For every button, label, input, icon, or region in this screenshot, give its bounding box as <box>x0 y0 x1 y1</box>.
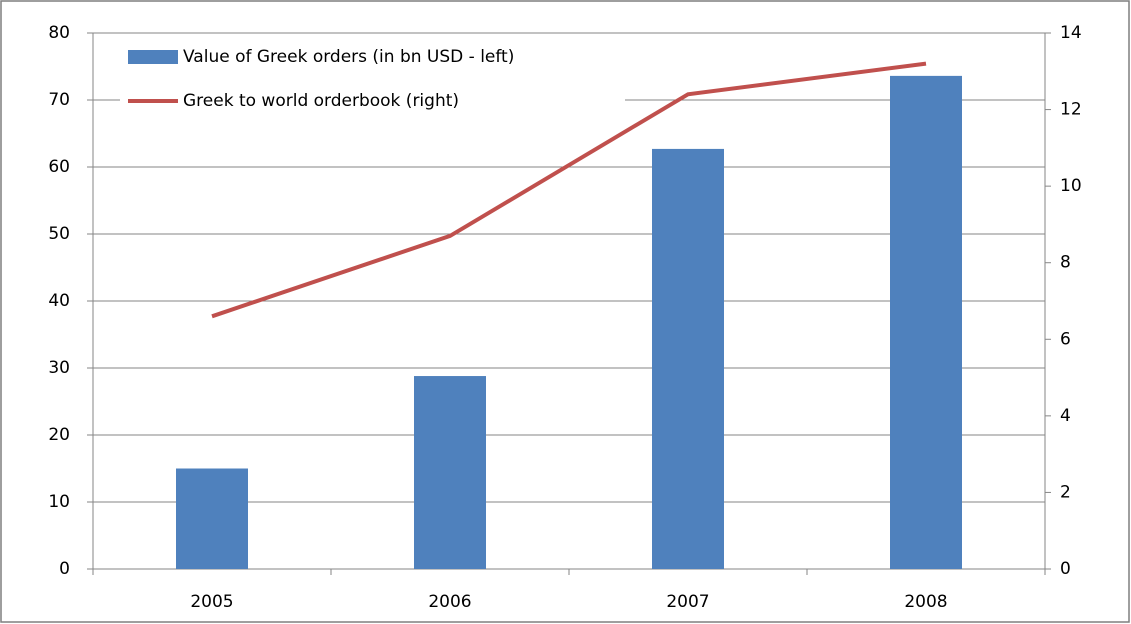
y2-tick-label: 12 <box>1060 100 1082 120</box>
y-tick-label: 80 <box>48 23 70 43</box>
x-tick-label: 2007 <box>666 592 709 612</box>
y2-tick-label: 4 <box>1060 406 1071 426</box>
y-tick-label: 30 <box>48 358 70 378</box>
y2-tick-label: 0 <box>1060 559 1071 579</box>
x-tick-label: 2005 <box>190 592 233 612</box>
bar <box>176 468 248 569</box>
bar <box>652 148 724 569</box>
x-tick-label: 2006 <box>428 592 471 612</box>
y-tick-label: 0 <box>59 559 70 579</box>
y2-tick-label: 14 <box>1060 23 1082 43</box>
y-tick-label: 50 <box>48 224 70 244</box>
line <box>211 61 927 319</box>
y2-tick-label: 2 <box>1060 482 1071 502</box>
legend-label: Greek to world orderbook (right) <box>183 91 459 111</box>
y2-tick-label: 10 <box>1060 176 1082 196</box>
y-tick-label: 20 <box>48 425 70 445</box>
y-tick-label: 70 <box>48 90 70 110</box>
legend-label: Value of Greek orders (in bn USD - left) <box>183 47 514 67</box>
bar <box>890 75 962 569</box>
legend-swatch <box>128 50 178 64</box>
x-tick-label: 2008 <box>904 592 947 612</box>
y-tick-label: 60 <box>48 157 70 177</box>
y2-tick-label: 6 <box>1060 329 1071 349</box>
y-tick-label: 10 <box>48 492 70 512</box>
bar <box>414 376 486 569</box>
legend-background <box>120 42 625 118</box>
y-tick-label: 40 <box>48 291 70 311</box>
y2-tick-label: 8 <box>1060 253 1071 273</box>
